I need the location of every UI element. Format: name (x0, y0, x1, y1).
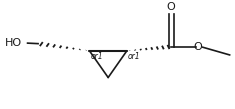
Text: HO: HO (5, 38, 23, 48)
Text: O: O (194, 42, 203, 52)
Text: or1: or1 (91, 52, 103, 61)
Text: O: O (167, 2, 176, 12)
Text: or1: or1 (128, 52, 141, 61)
